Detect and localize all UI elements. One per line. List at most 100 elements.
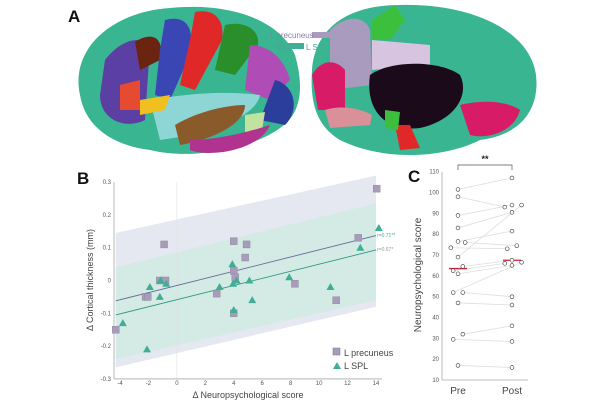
pre-point <box>451 268 456 273</box>
spl-point <box>215 283 224 291</box>
x-tick-label: 4 <box>232 381 236 387</box>
subject-line <box>450 247 508 250</box>
pre-point <box>463 240 468 245</box>
x-tick-label: 2 <box>204 381 208 387</box>
precuneus-point <box>112 326 120 334</box>
spl-point <box>285 273 294 281</box>
c-ylabel: Neuropsychological score <box>413 217 424 332</box>
precuneus-point <box>242 240 251 249</box>
pre-point <box>451 290 456 295</box>
spl-arrow <box>273 39 304 53</box>
r-label-spl: r=0.67* <box>377 247 393 253</box>
subject-line <box>453 338 513 342</box>
y-tick-label: 40 <box>432 316 439 322</box>
y-tick-label: 90 <box>432 211 439 217</box>
subject-line <box>457 230 513 242</box>
x-tick-label: 14 <box>373 381 380 387</box>
precuneus-point <box>230 237 238 245</box>
panel-c-label: C <box>408 167 420 186</box>
pre-point <box>455 213 461 218</box>
pre-point <box>455 363 461 368</box>
post-point <box>502 261 507 266</box>
spl-label: L SPL <box>306 43 328 52</box>
subject-line <box>457 211 513 229</box>
pre-point <box>455 194 461 199</box>
post-point <box>519 202 524 208</box>
r-label-precuneus: r=0.71** <box>377 233 395 239</box>
y-tick-label: 100 <box>429 191 440 197</box>
x-tick-label: 6 <box>261 381 265 387</box>
significance-bracket <box>457 164 513 170</box>
c-tick-post: Post <box>502 386 522 397</box>
precuneus-point <box>230 266 238 275</box>
y-tick-label: -0.1 <box>101 311 112 317</box>
precuneus-point <box>372 184 381 193</box>
x-tick-label: -2 <box>146 381 152 387</box>
subject-line <box>457 196 505 208</box>
pre-point <box>460 264 465 269</box>
pre-point <box>460 331 465 337</box>
precuneus-point <box>144 293 152 301</box>
spl-point <box>143 345 152 353</box>
pre-point <box>451 337 456 342</box>
y-tick-label: 80 <box>432 232 439 238</box>
subject-line <box>465 242 517 247</box>
precuneus-point <box>291 280 299 288</box>
x-tick-label: 12 <box>344 381 351 387</box>
y-tick-label: -0.2 <box>101 344 112 350</box>
significance-marker: ** <box>481 154 489 164</box>
precuneus-point <box>241 253 249 262</box>
subject-line <box>453 262 505 272</box>
post-point <box>509 323 515 329</box>
subject-line <box>453 261 522 293</box>
panel-b-label: B <box>77 169 89 188</box>
pre-point <box>455 300 461 306</box>
y-tick-label: 50 <box>432 295 439 301</box>
spl-point <box>248 296 257 304</box>
spl-point <box>374 224 383 232</box>
paired-chart-c: 10 20 30 40 50 60 70 80 90 100 110 <box>429 164 528 384</box>
legend-square-marker <box>332 347 341 356</box>
post-point <box>509 258 515 263</box>
precuneus-point <box>212 289 221 298</box>
regression-line <box>115 235 377 302</box>
spl-point <box>326 283 335 291</box>
post-point <box>519 260 524 265</box>
spl-point <box>356 243 365 251</box>
precuneus-arrow <box>312 28 346 42</box>
post-point <box>509 202 515 208</box>
spl-point <box>245 276 254 284</box>
x-tick-label: 8 <box>289 381 293 387</box>
regression-line <box>115 249 377 316</box>
pre-point <box>455 187 461 192</box>
spl-point <box>156 276 165 284</box>
post-point <box>509 339 515 344</box>
y-tick-label: 0 <box>108 279 112 285</box>
subject-line <box>457 365 513 368</box>
post-point <box>509 263 515 268</box>
x-tick-label: 10 <box>316 381 323 387</box>
y-tick-label: 10 <box>432 378 439 384</box>
pre-point <box>455 271 461 276</box>
spl-point <box>228 260 237 268</box>
precuneus-point <box>354 234 362 242</box>
panel-a-label: A <box>68 7 80 26</box>
c-tick-pre: Pre <box>450 386 466 397</box>
y-tick-label: 60 <box>432 274 439 280</box>
post-point <box>509 210 515 215</box>
y-tick-label: 110 <box>429 170 439 176</box>
precuneus-point <box>160 240 168 249</box>
subject-line <box>462 259 513 267</box>
precuneus-label: L precuneus <box>270 31 314 40</box>
x-tick-label: -4 <box>117 381 123 387</box>
subject-line <box>457 177 513 190</box>
post-point <box>509 302 515 308</box>
y-tick-label: 0.3 <box>103 180 112 186</box>
spl-point <box>229 306 238 314</box>
scatter-chart-b: -0.3 -0.2 -0.1 0 0.1 0.2 0.3 -4 -2 0 2 4 6 8 10 12 14 <box>101 175 383 387</box>
legend-triangle-marker <box>333 362 341 369</box>
pre-point <box>460 290 465 295</box>
post-point <box>502 204 507 210</box>
